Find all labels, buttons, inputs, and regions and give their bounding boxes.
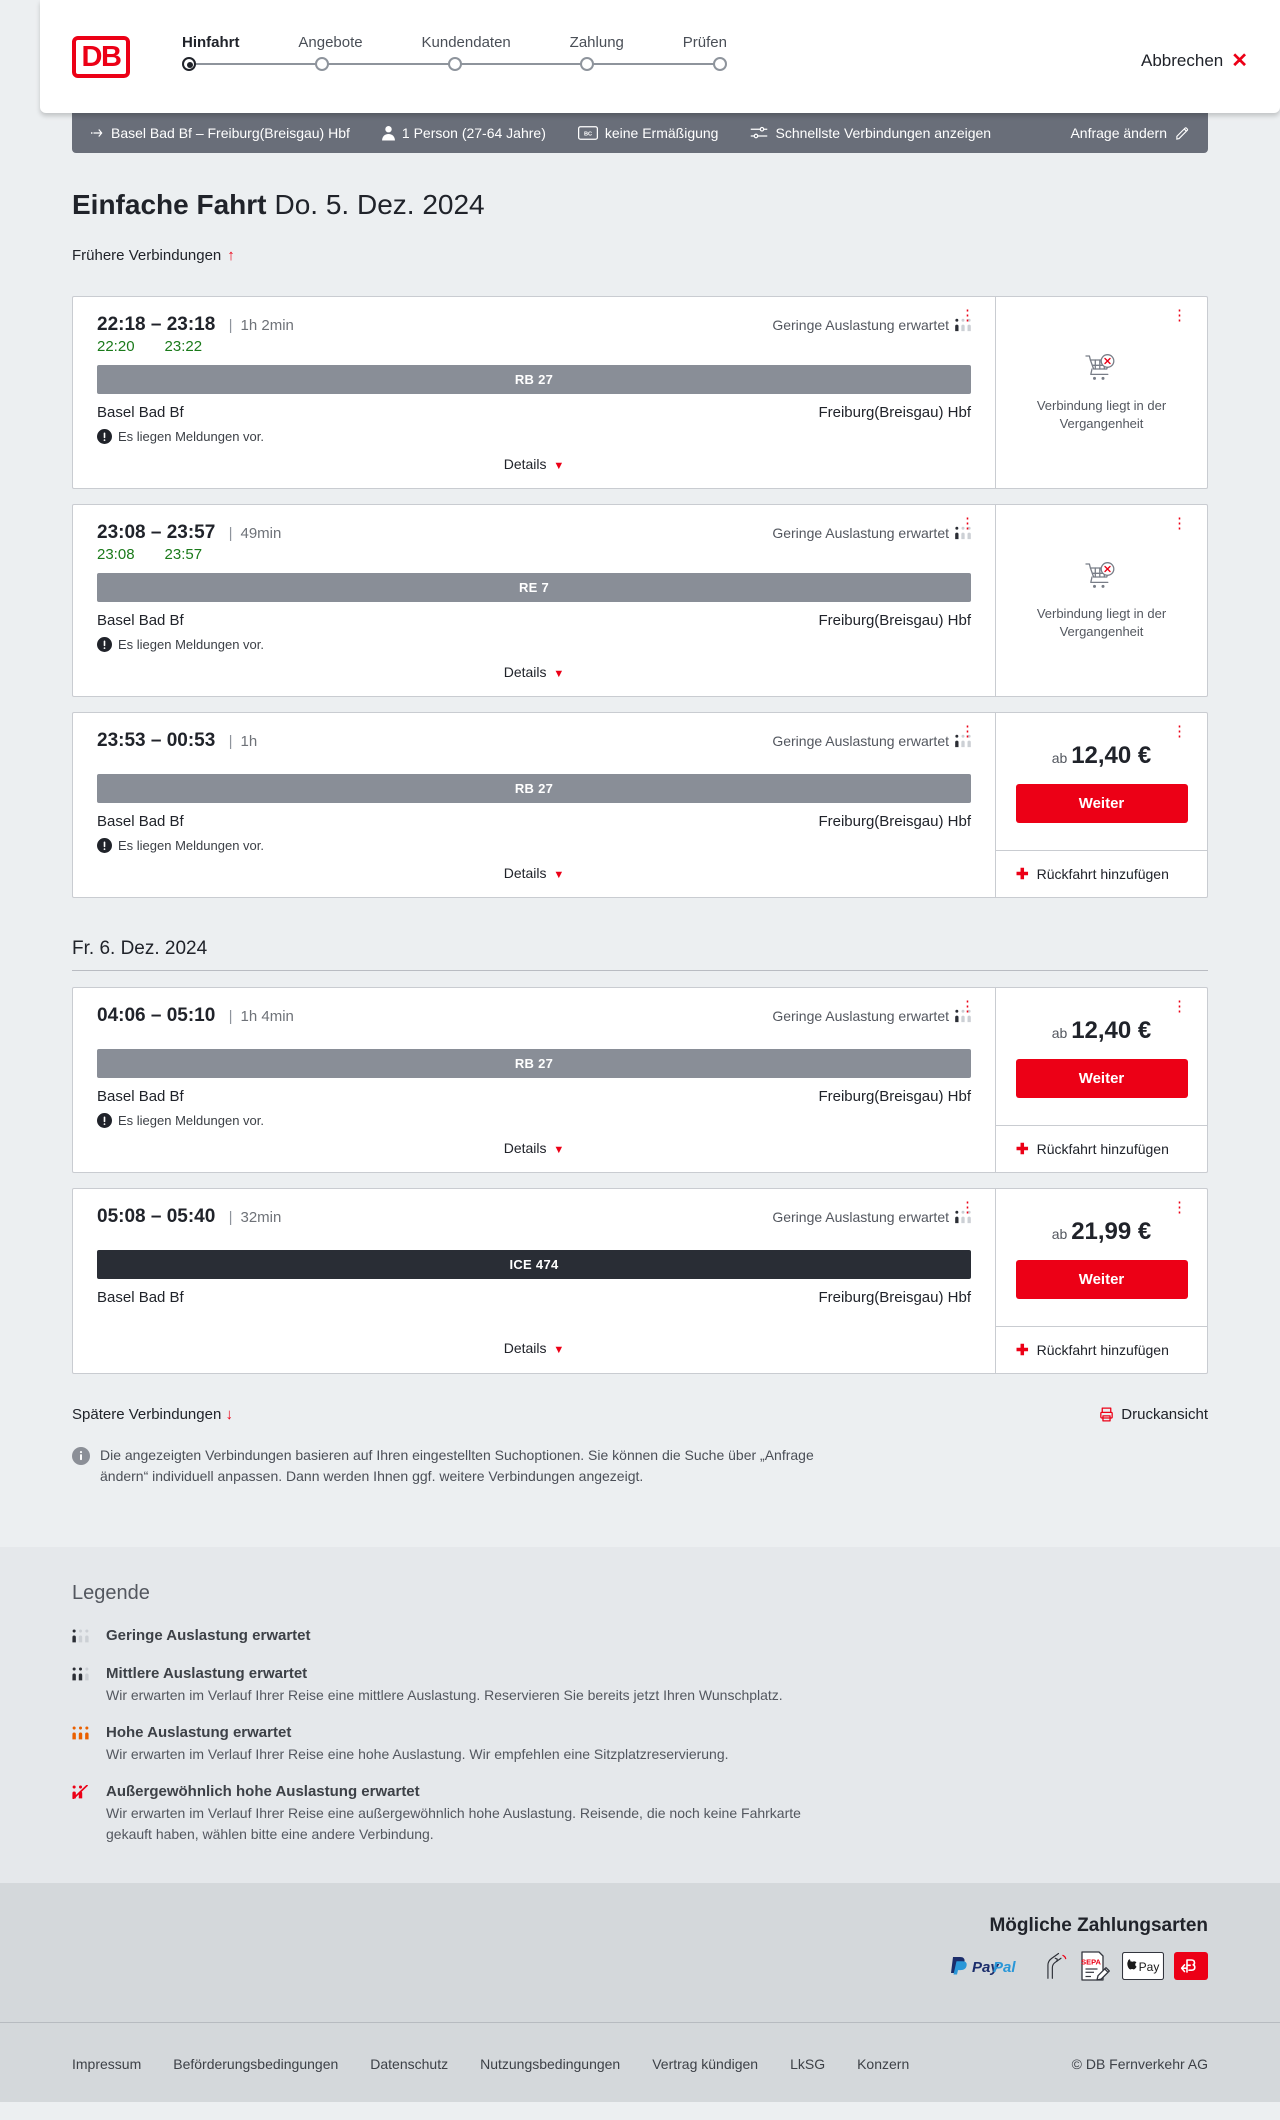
svg-text:BC: BC bbox=[584, 132, 592, 138]
svg-text:Pal: Pal bbox=[993, 1959, 1016, 1976]
svg-text:SEPA: SEPA bbox=[1081, 1958, 1101, 1967]
svg-text:Pay: Pay bbox=[1139, 1960, 1160, 1974]
